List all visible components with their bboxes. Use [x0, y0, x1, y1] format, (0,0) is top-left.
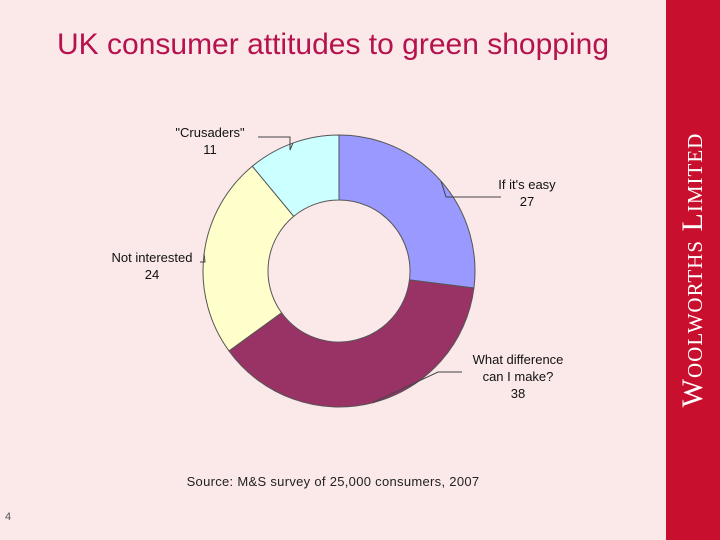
donut-slice-crusaders [251, 134, 340, 217]
data-label-crusaders: 11 [203, 142, 217, 157]
leader-line-if-it-s-easy [440, 180, 501, 198]
source-note: Source: M&S survey of 25,000 consumers, … [186, 474, 480, 489]
page-title: UK consumer attitudes to green shopping [57, 28, 609, 61]
data-label-not-interested: Not interested [112, 250, 193, 265]
data-label-what-difference-can-i-make: 38 [511, 386, 525, 401]
donut-slice-not-interested [202, 165, 295, 352]
page-number: 4 [5, 511, 12, 523]
donut-slice-if-it-s-easy [338, 134, 476, 289]
donut-slice-what-difference-can-i-make [228, 279, 475, 408]
data-label-not-interested: 24 [145, 267, 159, 282]
data-label-if-it-s-easy: 27 [520, 194, 534, 209]
data-label-what-difference-can-i-make: can I make? [483, 369, 554, 384]
data-label-crusaders: "Crusaders" [175, 125, 245, 140]
data-label-if-it-s-easy: If it's easy [498, 177, 556, 192]
leader-line-not-interested [200, 253, 206, 263]
slide-background [0, 0, 666, 540]
leader-line-what-difference-can-i-make [372, 371, 462, 404]
brand-band: Woolworths Limited [666, 0, 720, 540]
leader-line-crusaders [258, 136, 294, 151]
data-label-what-difference-can-i-make: What difference [473, 352, 564, 367]
